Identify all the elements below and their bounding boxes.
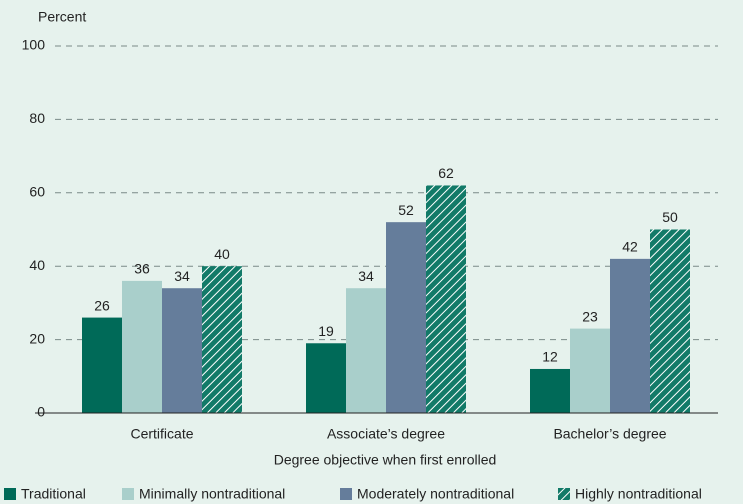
- data-label: 42: [622, 239, 638, 255]
- bar: [122, 280, 162, 413]
- data-label: 23: [582, 308, 598, 324]
- legend-label: Highly nontraditional: [575, 486, 702, 502]
- legend-label: Traditional: [21, 486, 86, 502]
- data-label: 19: [318, 323, 334, 339]
- bar: [386, 222, 426, 413]
- data-label: 26: [94, 297, 110, 313]
- y-tick-label: 20: [29, 330, 45, 346]
- y-tick-label: 0: [37, 404, 45, 420]
- bar: [570, 328, 610, 413]
- y-axis-title: Percent: [38, 9, 86, 25]
- bar: [610, 258, 650, 413]
- x-tick-label: Certificate: [130, 426, 193, 442]
- y-tick-label: 40: [29, 257, 45, 273]
- legend-swatch: [4, 488, 16, 500]
- data-label: 34: [174, 268, 190, 284]
- legend-swatch: [340, 488, 352, 500]
- x-tick-label: Bachelor’s degree: [553, 426, 666, 442]
- legend-label: Moderately nontraditional: [357, 486, 514, 502]
- data-label: 40: [214, 246, 230, 262]
- data-label: 36: [134, 261, 150, 277]
- data-label: 52: [398, 202, 414, 218]
- legend-label: Minimally nontraditional: [139, 486, 285, 502]
- data-label: 50: [662, 209, 678, 225]
- legend-swatch: [558, 488, 570, 500]
- y-tick-label: 60: [29, 184, 45, 200]
- data-label: 34: [358, 268, 374, 284]
- bar: [162, 288, 202, 413]
- bar: [530, 368, 570, 413]
- x-tick-label: Associate’s degree: [327, 426, 445, 442]
- y-tick-label: 100: [22, 37, 46, 53]
- legend-swatch: [122, 488, 134, 500]
- bar: [306, 343, 346, 413]
- bar: [202, 266, 242, 413]
- data-label: 62: [438, 165, 454, 181]
- x-axis-title: Degree objective when first enrolled: [274, 452, 497, 468]
- bar: [426, 185, 466, 413]
- bar: [650, 229, 690, 413]
- y-tick-label: 80: [29, 110, 45, 126]
- data-label: 12: [542, 349, 558, 365]
- bar: [82, 317, 122, 413]
- bar: [346, 288, 386, 413]
